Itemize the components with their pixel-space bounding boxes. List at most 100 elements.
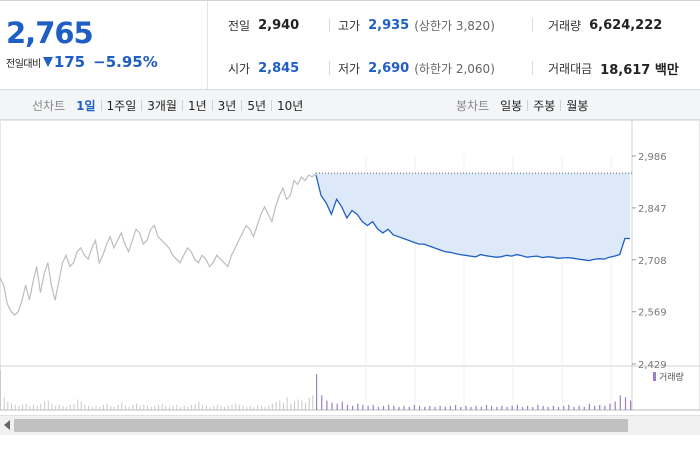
volume-bar-previous bbox=[136, 403, 137, 410]
low-label: 저가 bbox=[338, 61, 361, 76]
volume-bar-today bbox=[506, 406, 508, 410]
volume-bar-previous bbox=[47, 400, 49, 411]
volume-bar-previous bbox=[165, 405, 167, 410]
volume-label: 거래량 bbox=[548, 18, 582, 33]
volume-bar-previous bbox=[246, 406, 248, 410]
volume-bar-today bbox=[316, 374, 318, 410]
volume-bar-previous bbox=[80, 401, 82, 410]
scroll-left-arrow-icon[interactable] bbox=[4, 420, 10, 430]
volume-bar-today bbox=[439, 405, 441, 410]
volume-bar-today bbox=[609, 403, 611, 410]
volume-bar-previous bbox=[124, 405, 126, 410]
chart-scrollbar[interactable] bbox=[0, 415, 700, 435]
volume-bar-previous bbox=[132, 404, 134, 411]
volume-bar-previous bbox=[183, 405, 185, 410]
volume-bar-today bbox=[362, 404, 364, 411]
volume-bar-previous bbox=[205, 405, 207, 410]
volume-bar-today bbox=[352, 405, 354, 410]
volume-bar-previous bbox=[286, 397, 288, 410]
volume-bar-previous bbox=[36, 405, 38, 410]
volume-bar-previous bbox=[25, 403, 27, 410]
divider bbox=[532, 61, 533, 75]
open-value: 2,845 bbox=[258, 60, 300, 76]
line-chart-tab-1[interactable]: 1주일 bbox=[106, 98, 137, 113]
quote-summary: 2,765 전일대비 175 −5.95% 전일 2,940 고가 2,935 … bbox=[0, 0, 700, 90]
candle-chart-tab-2[interactable]: 월봉 bbox=[566, 98, 589, 113]
volume-bar-previous bbox=[77, 399, 79, 410]
candle-chart-tab-1[interactable]: 주봉 bbox=[533, 98, 556, 113]
volume-bar-previous bbox=[271, 403, 273, 410]
volume-bar-previous bbox=[69, 404, 71, 411]
divider bbox=[329, 61, 330, 75]
volume-bar-today bbox=[419, 405, 421, 410]
volume-bar-today bbox=[413, 404, 415, 411]
volume-bar-previous bbox=[158, 404, 159, 411]
volume-bar-previous bbox=[176, 404, 178, 411]
scroll-thumb[interactable] bbox=[14, 419, 628, 432]
volume-bar-previous bbox=[95, 405, 97, 410]
volume-bar-today bbox=[326, 400, 328, 411]
volume-bar-today bbox=[496, 406, 498, 410]
volume-bar-previous bbox=[154, 405, 156, 410]
volume-bar-previous bbox=[33, 404, 35, 411]
volume-bar-today bbox=[619, 395, 621, 410]
volume-bar-today bbox=[527, 405, 529, 410]
line-chart-tab-3[interactable]: 1년 bbox=[187, 98, 207, 113]
volume-bar-previous bbox=[3, 397, 5, 410]
volume-bar-previous bbox=[0, 370, 1, 410]
high-label: 고가 bbox=[338, 18, 361, 33]
volume-bar-previous bbox=[66, 406, 68, 410]
volume-bar-previous bbox=[209, 406, 211, 410]
volume-bar-today bbox=[382, 405, 385, 410]
plot-frame bbox=[0, 120, 700, 411]
volume-bar-previous bbox=[180, 406, 181, 410]
price-change: 전일대비 175 −5.95% bbox=[6, 53, 158, 71]
volume-bar-previous bbox=[102, 404, 104, 411]
price-chart: 2,986 2,847 2,708 2,569 2,429 거래량 bbox=[0, 120, 700, 450]
open-label: 시가 bbox=[228, 61, 251, 76]
volume-bar-previous bbox=[55, 405, 57, 410]
volume-bar-today bbox=[367, 405, 369, 410]
volume-bar-today bbox=[516, 404, 518, 411]
volume-bar-previous bbox=[294, 401, 295, 410]
volume-bar-today bbox=[537, 404, 539, 411]
volume-bar-previous bbox=[29, 405, 31, 410]
volume-bar-previous bbox=[128, 406, 130, 410]
volume-bar-previous bbox=[264, 406, 266, 410]
y-tick-label: 2,986 bbox=[638, 152, 667, 163]
volume-bar-today bbox=[393, 405, 395, 410]
high-price: 고가 2,935 (상한가 3,820) bbox=[338, 15, 495, 35]
today-line bbox=[315, 174, 630, 262]
current-price: 2,765 bbox=[6, 16, 94, 50]
volume-bar-previous bbox=[7, 401, 9, 410]
volume-bar-previous bbox=[305, 402, 306, 410]
candle-chart-tab-0[interactable]: 일봉 bbox=[500, 98, 523, 113]
previous-day-line bbox=[0, 172, 317, 316]
volume-bar-today bbox=[599, 404, 601, 411]
volume-bar-today bbox=[588, 403, 590, 410]
current-price-box: 2,765 전일대비 175 −5.95% bbox=[0, 1, 208, 89]
volume-bar-previous bbox=[51, 403, 53, 410]
line-chart-tabs: 선차트 1일 1주일 3개월 1년 3년 5년 10년 bbox=[32, 90, 308, 120]
line-chart-tab-2[interactable]: 3개월 bbox=[147, 98, 177, 113]
line-chart-tab-0[interactable]: 1일 bbox=[76, 98, 96, 113]
low-value: 2,690 bbox=[368, 60, 410, 76]
line-chart-tab-4[interactable]: 3년 bbox=[217, 98, 237, 113]
volume-bar-previous bbox=[257, 404, 259, 411]
volume-bar-previous bbox=[187, 406, 189, 410]
volume-bar-previous bbox=[308, 397, 310, 410]
volume-bar-previous bbox=[238, 404, 240, 411]
volume-bar-previous bbox=[99, 406, 101, 410]
volume-bar-today bbox=[460, 406, 462, 410]
volume-bar-today bbox=[521, 406, 524, 410]
volume-bar-today bbox=[331, 402, 333, 410]
volume-bar-previous bbox=[169, 406, 170, 410]
y-tick-label: 2,569 bbox=[638, 308, 667, 319]
volume-bar-today bbox=[403, 405, 405, 410]
volume-bar-previous bbox=[62, 405, 64, 410]
volume-bar-previous bbox=[220, 405, 222, 410]
volume-bar-previous bbox=[117, 404, 119, 411]
prev-close-label: 전일 bbox=[228, 18, 251, 33]
line-chart-tab-5[interactable]: 5년 bbox=[247, 98, 267, 113]
line-chart-tab-6[interactable]: 10년 bbox=[277, 98, 304, 113]
